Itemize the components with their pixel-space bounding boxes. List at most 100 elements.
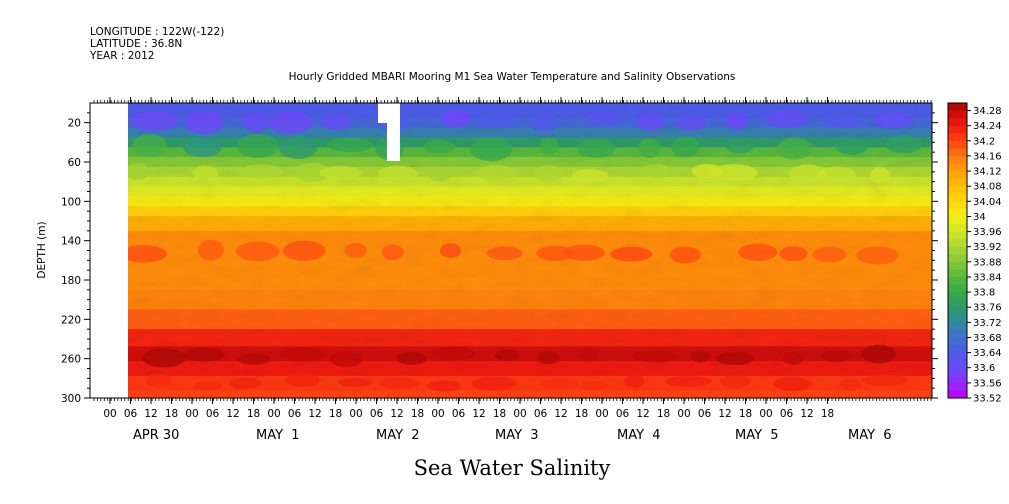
missing-data-gap-top (378, 103, 387, 123)
colorbar-label: 34.24 (973, 121, 1002, 132)
x-tick-label: 18 (575, 408, 588, 420)
salinity-blob (192, 165, 219, 181)
salinity-blob (495, 349, 520, 362)
y-tick-label: 260 (61, 354, 81, 366)
x-tick-label: 06 (124, 408, 138, 420)
colorbar-bin (948, 208, 967, 217)
y-axis: 20 60 100 140 180 220 260 300 (61, 112, 938, 405)
y-tick-label: 100 (61, 196, 81, 208)
colorbar-label: 33.68 (973, 333, 1002, 344)
year-label: YEAR : 2012 (89, 50, 154, 62)
y-axis-label: DEPTH (m) (36, 221, 48, 278)
salinity-blob (284, 373, 321, 388)
salinity-blob (665, 376, 712, 387)
salinity-blob (874, 112, 914, 130)
x-tick-label: 18 (739, 408, 752, 420)
salinity-blob (120, 245, 167, 263)
salinity-blob (145, 373, 173, 388)
x-tick-label: 00 (185, 408, 198, 420)
colorbar-bin (948, 360, 967, 369)
salinity-blob (788, 164, 828, 183)
salinity-blob (537, 351, 560, 365)
colorbar-bin (948, 329, 967, 338)
colorbar-label: 33.64 (973, 348, 1002, 359)
salinity-variation (120, 109, 923, 392)
salinity-blob (197, 239, 224, 261)
salinity-blob (571, 169, 609, 184)
y-tick-label: 20 (68, 118, 81, 130)
colorbar-label: 33.84 (973, 273, 1002, 284)
x-tick-label: 00 (513, 408, 526, 420)
x-tick-label: 06 (698, 408, 712, 420)
colorbar-label: 34.16 (973, 151, 1002, 162)
colorbar-bin (948, 103, 967, 112)
x-tick-label: 12 (144, 408, 157, 420)
salinity-blob (330, 351, 363, 368)
salinity-blob (282, 240, 326, 261)
salinity-blob (378, 165, 418, 183)
salinity-blob (235, 241, 280, 262)
salinity-blob (130, 111, 179, 132)
colorbar-label: 34.12 (973, 167, 1002, 178)
colorbar-bin (948, 125, 967, 134)
salinity-blob (720, 375, 752, 388)
x-date-label: MAY 6 (848, 428, 892, 443)
salinity-blob (710, 164, 758, 182)
salinity-blob (476, 112, 517, 129)
salinity-blob (563, 244, 605, 261)
x-tick-label: 12 (718, 408, 731, 420)
salinity-blob (779, 246, 808, 262)
colorbar-bin (948, 307, 967, 316)
colorbar-bin (948, 276, 967, 286)
salinity-blob (228, 377, 261, 389)
x-tick-label: 06 (288, 408, 302, 420)
salinity-blob (576, 348, 600, 362)
salinity-blob (529, 112, 559, 133)
salinity-blob (636, 113, 665, 131)
x-tick-label: 18 (821, 408, 834, 420)
x-axis-title: Sea Water Salinity (414, 456, 611, 480)
colorbar-bin (948, 110, 967, 119)
colorbar-label: 33.8 (973, 288, 995, 299)
colorbar-label: 34.2 (973, 136, 995, 147)
salinity-blob (637, 138, 662, 159)
salinity-blob (326, 137, 374, 153)
colorbar-bin (948, 375, 967, 384)
salinity-blob (812, 246, 847, 263)
x-tick-label: 12 (390, 408, 403, 420)
x-date-label: MAY 5 (735, 428, 779, 443)
x-tick-label: 12 (554, 408, 567, 420)
x-tick-label: 18 (247, 408, 260, 420)
colorbar-bin (948, 193, 967, 202)
salinity-blob (671, 136, 701, 158)
x-date-label: MAY 3 (495, 428, 539, 443)
colorbar-bin (948, 163, 967, 172)
colorbar-label: 33.56 (973, 378, 1002, 389)
salinity-blob (725, 138, 755, 154)
salinity-blob (381, 244, 404, 261)
chart-title: Hourly Gridded MBARI Mooring M1 Sea Wate… (289, 71, 736, 83)
salinity-blob (377, 377, 420, 389)
x-tick-label: 06 (780, 408, 794, 420)
salinity-blob (839, 378, 862, 391)
salinity-blob (486, 246, 523, 261)
salinity-blob (429, 169, 451, 182)
salinity-blob (624, 374, 645, 388)
colorbar-label: 33.92 (973, 242, 1002, 253)
salinity-blob (536, 245, 574, 261)
x-tick-label: 12 (226, 408, 239, 420)
salinity-blob (538, 137, 559, 155)
x-date-label: MAY 2 (376, 428, 420, 443)
y-tick-label: 140 (61, 236, 81, 248)
salinity-blob (580, 380, 609, 390)
salinity-blob (861, 344, 897, 364)
salinity-blob (690, 350, 711, 363)
salinity-blob (715, 352, 755, 366)
salinity-blob (777, 137, 812, 160)
salinity-blob (243, 112, 269, 133)
x-tick-label: 12 (800, 408, 813, 420)
salinity-blob (423, 139, 455, 154)
x-tick-label: 06 (452, 408, 466, 420)
salinity-blob (142, 348, 186, 368)
